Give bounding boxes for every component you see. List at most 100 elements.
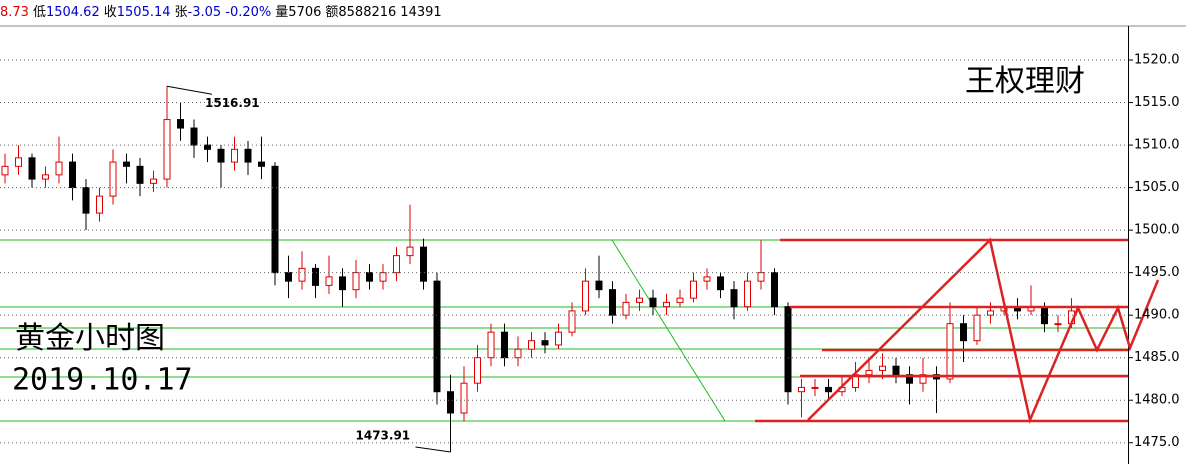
candle-body xyxy=(946,323,954,380)
candle-body xyxy=(339,276,346,291)
candle-body xyxy=(244,148,252,163)
candle-body xyxy=(973,314,981,342)
y-tick-label: 1515.0 xyxy=(1134,95,1180,110)
header-item: 额8588216 xyxy=(325,5,396,20)
candle-body xyxy=(784,306,792,393)
candle-body xyxy=(865,369,873,376)
candle-body xyxy=(271,165,279,274)
candle-body xyxy=(663,301,670,308)
candle-body xyxy=(190,127,198,146)
candle-body xyxy=(568,310,576,333)
candle-body xyxy=(892,365,900,376)
annotation-pointer xyxy=(166,85,213,95)
header-item: 8.73 xyxy=(0,5,29,20)
candle-body xyxy=(312,267,319,286)
candle-body xyxy=(379,272,387,282)
candle-body xyxy=(730,289,738,308)
candle-body xyxy=(960,323,967,342)
candle-body xyxy=(298,267,306,282)
header-item: 1505.14 xyxy=(117,5,171,20)
y-tick-label: 1480.0 xyxy=(1134,393,1180,408)
header-item: 量5706 xyxy=(275,5,321,20)
trend-line xyxy=(611,239,726,422)
candle-body xyxy=(744,280,751,308)
candle-body xyxy=(555,331,562,346)
header-item: -3.05 -0.20% xyxy=(188,5,272,20)
y-tick-label: 1505.0 xyxy=(1134,180,1180,195)
y-tick-label: 1490.0 xyxy=(1134,308,1180,323)
candle-body xyxy=(258,161,265,167)
candle-body xyxy=(447,391,454,414)
candle-body xyxy=(366,272,373,282)
candle-body xyxy=(501,331,508,359)
candle-body xyxy=(150,178,157,184)
annotation-label: 1473.91 xyxy=(356,429,411,443)
candle-body xyxy=(55,161,63,176)
candle-body xyxy=(285,272,292,282)
candle-body xyxy=(123,161,130,167)
candle-body xyxy=(987,310,994,316)
annotation-label: 1516.91 xyxy=(205,96,260,110)
candle-body xyxy=(541,340,549,346)
header-item: 低 xyxy=(33,5,46,20)
candle-body xyxy=(595,280,603,291)
candle-body xyxy=(622,301,630,316)
candle-body xyxy=(15,157,22,167)
y-tick-label: 1500.0 xyxy=(1134,223,1180,238)
candle-body xyxy=(811,386,819,389)
candle-body xyxy=(703,276,711,282)
candle-body xyxy=(163,119,171,180)
candle-body xyxy=(109,161,117,197)
red-lines xyxy=(755,237,1160,425)
candle-body xyxy=(1,165,9,176)
candle-body xyxy=(204,144,211,150)
candle-body xyxy=(676,297,684,303)
candle-body xyxy=(460,382,468,414)
y-tick-label: 1495.0 xyxy=(1134,265,1180,280)
header-item: 1504.62 xyxy=(46,5,100,20)
candle-body xyxy=(28,157,36,180)
candle-body xyxy=(136,165,144,184)
candle-body xyxy=(609,289,616,316)
y-tick-label: 1475.0 xyxy=(1134,435,1180,450)
candle-body xyxy=(420,246,427,282)
y-tick-label: 1520.0 xyxy=(1134,53,1180,68)
chart-date: 2019.10.17 xyxy=(12,363,193,398)
candle-body xyxy=(393,255,400,274)
green-lines xyxy=(0,239,1128,422)
candle-body xyxy=(1054,323,1062,326)
candle-body xyxy=(690,280,697,299)
candle-body xyxy=(649,297,657,308)
candle-body xyxy=(474,357,481,384)
candle-body xyxy=(231,148,238,163)
candle-body xyxy=(771,272,778,308)
candle-body xyxy=(82,187,90,214)
candle-body xyxy=(487,331,495,359)
candle-body xyxy=(717,276,724,291)
candle-body xyxy=(757,272,765,282)
candle-body xyxy=(906,374,913,384)
chart-title: 黄金小时图 xyxy=(15,321,165,356)
y-tick-label: 1485.0 xyxy=(1134,350,1180,365)
candle-body xyxy=(96,195,103,214)
candle-body xyxy=(406,246,414,257)
candle-body xyxy=(919,374,927,384)
header-item: 收 xyxy=(104,5,117,20)
header-item: 张 xyxy=(175,5,188,20)
candle-body xyxy=(825,386,832,393)
candle-body xyxy=(217,148,225,163)
candle-body xyxy=(636,297,643,303)
candle-body xyxy=(798,386,805,393)
header-item: 14391 xyxy=(400,5,441,20)
annotation-pointer xyxy=(415,446,451,453)
candle-body xyxy=(69,161,76,189)
candle-body xyxy=(42,174,49,180)
candle-body xyxy=(582,280,589,312)
candle-body xyxy=(879,365,886,371)
wave-path xyxy=(807,237,1160,425)
candle-body xyxy=(528,340,535,350)
quote-header: 8.73 低1504.62 收1505.14 张-3.05 -0.20% 量5706 额8… xyxy=(0,5,442,20)
candle-body xyxy=(514,348,522,359)
candle-body xyxy=(433,280,441,393)
